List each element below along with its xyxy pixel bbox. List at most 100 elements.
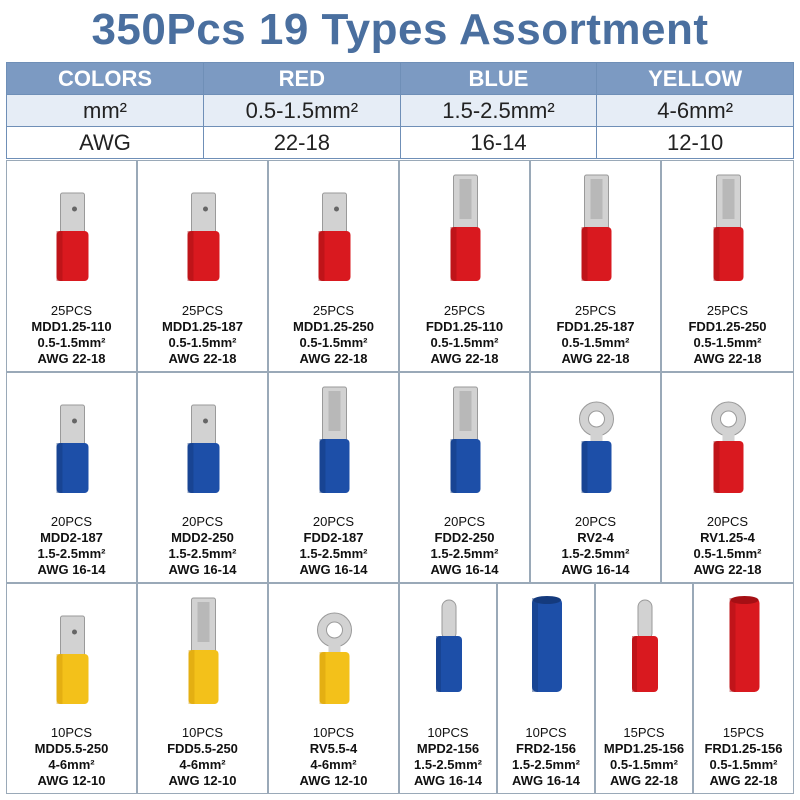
spec-header-colors: COLORS — [6, 62, 204, 95]
terminal-illustration — [532, 596, 562, 692]
product-size: 0.5-1.5mm² — [709, 757, 778, 772]
product-qty: 25PCS — [574, 303, 617, 318]
terminal-illustration — [579, 401, 614, 493]
product-caption: 20PCS RV2-4 1.5-2.5mm² AWG 16-14 — [531, 514, 660, 578]
ring-terminal-icon — [711, 401, 746, 493]
product-card: 20PCS RV2-4 1.5-2.5mm² AWG 16-14 — [530, 372, 661, 583]
product-size: 0.5-1.5mm² — [561, 335, 630, 350]
product-qty: 25PCS — [50, 303, 93, 318]
product-awg: AWG 22-18 — [610, 773, 678, 788]
product-caption: 10PCS MDD5.5-250 4-6mm² AWG 12-10 — [7, 725, 136, 789]
product-awg: AWG 16-14 — [37, 562, 106, 577]
product-size: 1.5-2.5mm² — [168, 546, 237, 561]
product-awg: AWG 22-18 — [561, 351, 630, 366]
product-card: 10PCS MDD5.5-250 4-6mm² AWG 12-10 — [6, 583, 137, 794]
terminal-illustration — [56, 404, 89, 493]
product-model: MDD1.25-250 — [293, 319, 374, 334]
terminal-illustration — [56, 192, 89, 281]
female-terminal-icon — [581, 174, 612, 281]
spec-mm2-row: mm² 0.5-1.5mm² 1.5-2.5mm² 4-6mm² — [6, 94, 794, 127]
product-model: FRD2-156 — [516, 741, 576, 756]
product-awg: AWG 12-10 — [37, 773, 106, 788]
terminal-illustration — [56, 615, 89, 704]
male-terminal-icon — [56, 192, 89, 281]
socket-terminal-icon — [532, 596, 562, 692]
socket-terminal-icon — [729, 596, 760, 692]
product-card: 25PCS FDD1.25-250 0.5-1.5mm² AWG 22-18 — [661, 160, 794, 372]
product-qty: 25PCS — [181, 303, 224, 318]
spec-mm2-yellow: 4-6mm² — [596, 94, 794, 127]
terminal-illustration — [318, 192, 351, 281]
product-size: 0.5-1.5mm² — [693, 335, 762, 350]
ring-terminal-icon — [579, 401, 614, 493]
product-caption: 20PCS FDD2-187 1.5-2.5mm² AWG 16-14 — [269, 514, 398, 578]
terminal-illustration — [581, 174, 612, 281]
product-size: 1.5-2.5mm² — [299, 546, 368, 561]
product-caption: 10PCS FDD5.5-250 4-6mm² AWG 12-10 — [138, 725, 267, 789]
terminal-illustration — [187, 404, 220, 493]
product-size: 1.5-2.5mm² — [37, 546, 106, 561]
terminal-illustration — [436, 599, 462, 692]
product-size: 4-6mm² — [310, 757, 357, 772]
product-qty: 10PCS — [50, 725, 93, 740]
product-caption: 25PCS MDD1.25-250 0.5-1.5mm² AWG 22-18 — [269, 303, 398, 367]
product-model: FDD2-187 — [303, 530, 364, 545]
product-awg: AWG 22-18 — [299, 351, 368, 366]
male-terminal-icon — [318, 192, 351, 281]
product-model: FDD1.25-250 — [688, 319, 767, 334]
product-card: 25PCS MDD1.25-250 0.5-1.5mm² AWG 22-18 — [268, 160, 399, 372]
product-caption: 10PCS MPD2-156 1.5-2.5mm² AWG 16-14 — [400, 725, 496, 789]
spec-awg-row: AWG 22-18 16-14 12-10 — [6, 126, 794, 159]
product-model: MDD2-187 — [40, 530, 103, 545]
product-model: MDD5.5-250 — [34, 741, 109, 756]
product-qty: 15PCS — [722, 725, 765, 740]
male-terminal-icon — [187, 192, 220, 281]
terminal-illustration — [713, 174, 744, 281]
female-terminal-icon — [319, 386, 350, 493]
spec-header-blue: BLUE — [399, 62, 598, 95]
page-title: 350Pcs 19 Types Assortment — [91, 5, 709, 54]
product-caption: 20PCS MDD2-250 1.5-2.5mm² AWG 16-14 — [138, 514, 267, 578]
terminal-illustration — [187, 192, 220, 281]
product-model: FDD1.25-187 — [556, 319, 635, 334]
spec-awg-yellow: 12-10 — [596, 126, 794, 159]
terminal-illustration — [729, 596, 760, 692]
product-qty: 20PCS — [443, 514, 486, 529]
product-awg: AWG 16-14 — [299, 562, 368, 577]
product-caption: 25PCS FDD1.25-110 0.5-1.5mm² AWG 22-18 — [400, 303, 529, 367]
product-qty: 15PCS — [623, 725, 665, 740]
terminal-illustration — [632, 599, 658, 692]
product-qty: 20PCS — [574, 514, 617, 529]
product-size: 0.5-1.5mm² — [610, 757, 678, 772]
terminal-illustration — [188, 597, 219, 704]
bullet-terminal-icon — [632, 599, 658, 692]
product-awg: AWG 22-18 — [37, 351, 106, 366]
product-awg: AWG 22-18 — [430, 351, 499, 366]
product-card: 20PCS FDD2-250 1.5-2.5mm² AWG 16-14 — [399, 372, 530, 583]
product-size: 1.5-2.5mm² — [512, 757, 580, 772]
product-qty: 10PCS — [312, 725, 355, 740]
product-awg: AWG 16-14 — [414, 773, 482, 788]
product-model: RV1.25-4 — [700, 530, 755, 545]
product-caption: 10PCS FRD2-156 1.5-2.5mm² AWG 16-14 — [498, 725, 594, 789]
product-card: 25PCS MDD1.25-110 0.5-1.5mm² AWG 22-18 — [6, 160, 137, 372]
product-card: 15PCS FRD1.25-156 0.5-1.5mm² AWG 22-18 — [693, 583, 794, 794]
product-size: 1.5-2.5mm² — [430, 546, 499, 561]
product-card: 10PCS FDD5.5-250 4-6mm² AWG 12-10 — [137, 583, 268, 794]
terminal-illustration — [711, 401, 746, 493]
product-qty: 25PCS — [706, 303, 749, 318]
product-card: 20PCS RV1.25-4 0.5-1.5mm² AWG 22-18 — [661, 372, 794, 583]
ring-terminal-icon — [317, 612, 352, 704]
product-size: 0.5-1.5mm² — [37, 335, 106, 350]
product-qty: 25PCS — [443, 303, 486, 318]
product-qty: 25PCS — [312, 303, 355, 318]
spec-awg-red: 22-18 — [203, 126, 401, 159]
terminal-illustration — [450, 174, 481, 281]
product-caption: 25PCS FDD1.25-250 0.5-1.5mm² AWG 22-18 — [662, 303, 793, 367]
product-caption: 15PCS MPD1.25-156 0.5-1.5mm² AWG 22-18 — [596, 725, 692, 789]
spec-header-yellow: YELLOW — [596, 62, 794, 95]
product-card: 15PCS MPD1.25-156 0.5-1.5mm² AWG 22-18 — [595, 583, 693, 794]
spec-mm2-red: 0.5-1.5mm² — [203, 94, 401, 127]
product-qty: 10PCS — [181, 725, 224, 740]
product-awg: AWG 22-18 — [693, 351, 762, 366]
